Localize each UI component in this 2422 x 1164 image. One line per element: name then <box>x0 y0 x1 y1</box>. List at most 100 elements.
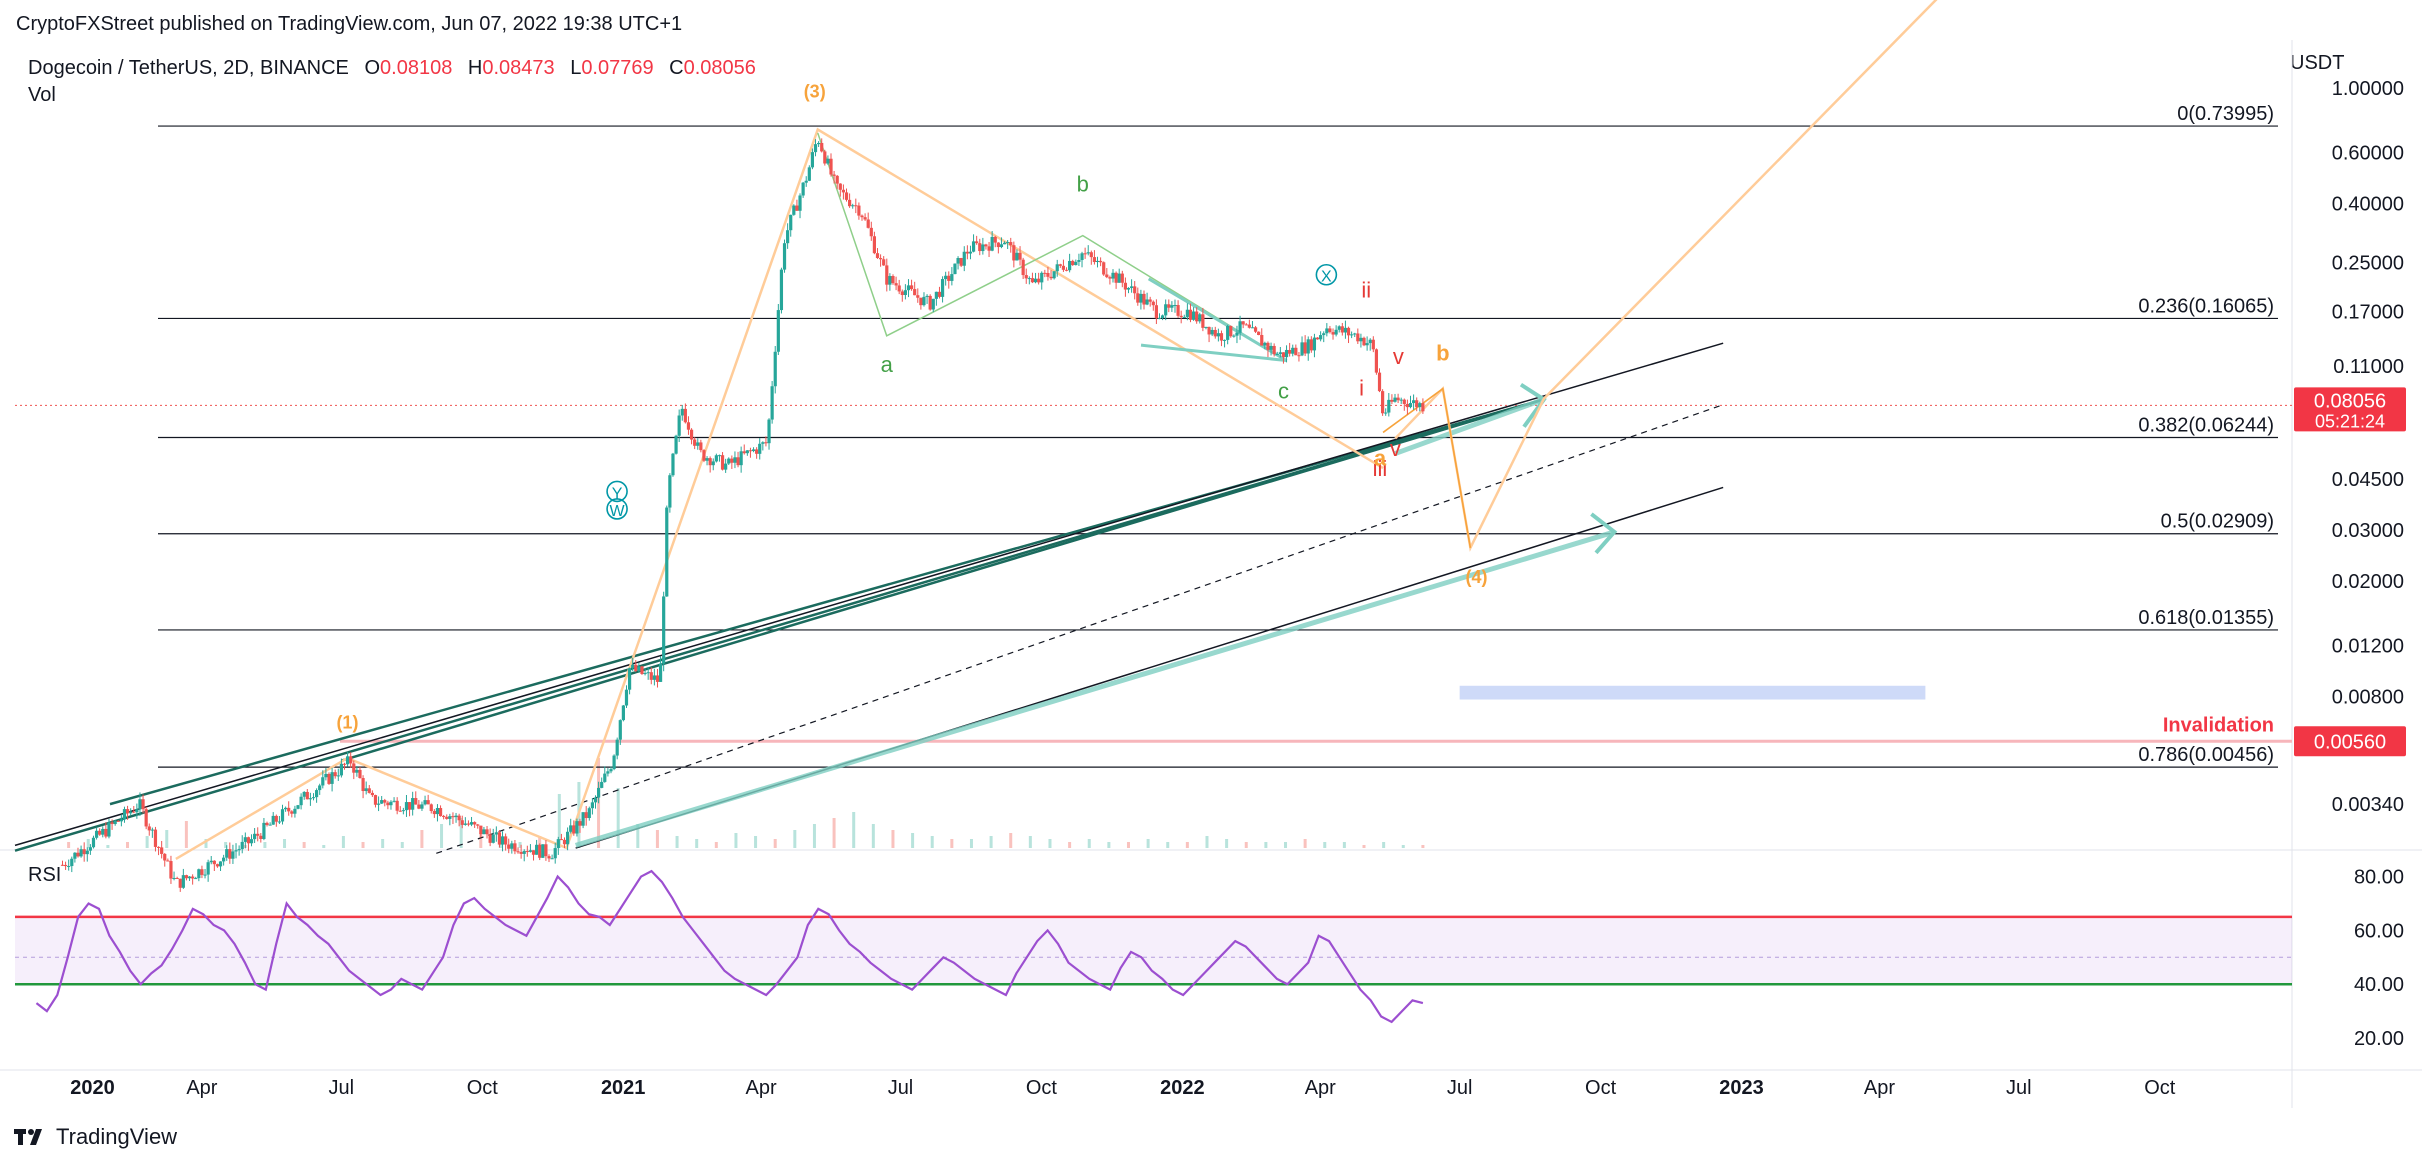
candle-body <box>1306 339 1310 354</box>
candle-body <box>181 875 185 888</box>
volume-bar <box>852 812 856 848</box>
candle-body <box>606 771 610 774</box>
candle-body <box>841 189 846 193</box>
symbol-legend[interactable]: Dogecoin / TetherUS, 2D, BINANCE O0.0810… <box>28 57 756 80</box>
volume-bar <box>341 836 345 848</box>
candle-body <box>1384 412 1388 414</box>
candle-body <box>919 297 923 306</box>
candle-body <box>897 285 901 292</box>
candle-body <box>352 763 356 773</box>
candle-body <box>652 675 656 680</box>
volume-bar <box>400 842 404 848</box>
price-tick-label: 0.11000 <box>2333 356 2404 378</box>
candle-body <box>1207 326 1211 335</box>
volume-bar <box>1048 839 1052 848</box>
candle-body <box>767 419 771 444</box>
fib-level-label: 0.618(0.01355) <box>2138 607 2274 629</box>
candle-body <box>178 878 182 888</box>
candle-body <box>1204 326 1208 328</box>
candle-body <box>662 596 666 664</box>
candle-body <box>1191 311 1196 320</box>
grid-layer <box>0 40 2422 1108</box>
candle-body <box>253 833 257 840</box>
channel-outer-upper-line <box>14 342 1724 847</box>
candle-body <box>395 800 399 811</box>
candle-body <box>469 822 474 825</box>
time-tick-label: Oct <box>1026 1077 1058 1099</box>
candle-body <box>1229 325 1233 337</box>
high-label: H <box>467 57 483 79</box>
candle-body <box>937 291 942 297</box>
wave-label: v <box>1390 436 1401 461</box>
candle-body <box>727 458 731 464</box>
channel-touch-line <box>340 398 1545 762</box>
candle-body <box>290 811 294 814</box>
candle-body <box>380 800 384 804</box>
open-label: O <box>364 57 381 79</box>
candle-body <box>745 450 749 454</box>
volume-bar <box>1342 842 1346 848</box>
volume-bar <box>675 836 679 848</box>
candle-body <box>1055 264 1059 272</box>
candle-body <box>869 227 873 237</box>
candle-body <box>358 769 362 779</box>
candle-body <box>513 843 517 852</box>
candle-body <box>996 242 1000 248</box>
volume-bar <box>381 839 385 848</box>
candle-body <box>1359 337 1363 342</box>
candle-body <box>417 804 421 809</box>
candle-body <box>426 800 430 805</box>
candle-body <box>510 843 514 849</box>
volume-bar <box>911 833 915 848</box>
volume-bar <box>832 818 836 848</box>
rsi-label[interactable]: RSI <box>28 864 62 886</box>
candle-body <box>321 777 325 786</box>
symbol-name[interactable]: Dogecoin / TetherUS, 2D, BINANCE <box>28 57 349 79</box>
candle-body <box>1312 337 1317 351</box>
volume-bar <box>1244 842 1248 848</box>
candle-body <box>627 668 632 690</box>
candle-body <box>882 259 886 266</box>
candle-body <box>671 453 675 476</box>
volume-bar <box>204 839 208 848</box>
candle-body <box>913 289 917 296</box>
candle-body <box>104 828 108 837</box>
candle-body <box>1133 286 1137 294</box>
candle-body <box>1284 349 1289 358</box>
candle-body <box>299 796 303 806</box>
candle-body <box>129 811 133 814</box>
candle-body <box>751 449 756 452</box>
candle-body <box>401 810 405 812</box>
candle-body <box>243 837 247 842</box>
footer-brand-label: TradingView <box>56 1124 178 1149</box>
fib-level-label: 0(0.73995) <box>2177 103 2274 125</box>
published-label: CryptoFXStreet published on TradingView.… <box>16 13 683 35</box>
candle-body <box>528 850 533 852</box>
candle-body <box>225 849 229 858</box>
price-tick-label: 0.00800 <box>2332 686 2404 708</box>
candle-body <box>909 285 914 290</box>
rsi-tick-label: 60.00 <box>2354 920 2404 942</box>
candle-body <box>1002 242 1007 245</box>
footer-brand[interactable]: TradingView <box>14 1124 177 1150</box>
volume-label[interactable]: Vol <box>28 84 56 106</box>
volume-bar <box>891 830 895 848</box>
candle-body <box>559 839 564 841</box>
candle-body <box>1142 293 1146 305</box>
volume-bar <box>263 842 267 848</box>
time-tick-label: 2023 <box>1719 1077 1764 1099</box>
volume-bar <box>695 839 699 848</box>
candle-body <box>829 158 833 175</box>
candle-body <box>373 795 378 805</box>
volume-bar <box>655 830 659 848</box>
invalidation-label: Invalidation <box>2163 714 2274 736</box>
volume-bar <box>557 794 561 848</box>
projection-path <box>1394 0 1938 552</box>
volume-bar <box>969 839 973 848</box>
wave-circle-icon <box>606 498 628 520</box>
time-tick-label: Apr <box>1864 1077 1895 1099</box>
candle-body <box>851 205 855 207</box>
volume-bar <box>106 845 110 848</box>
rsi-pane: 80.00 60.00 40.00 20.00 <box>15 867 2404 1050</box>
